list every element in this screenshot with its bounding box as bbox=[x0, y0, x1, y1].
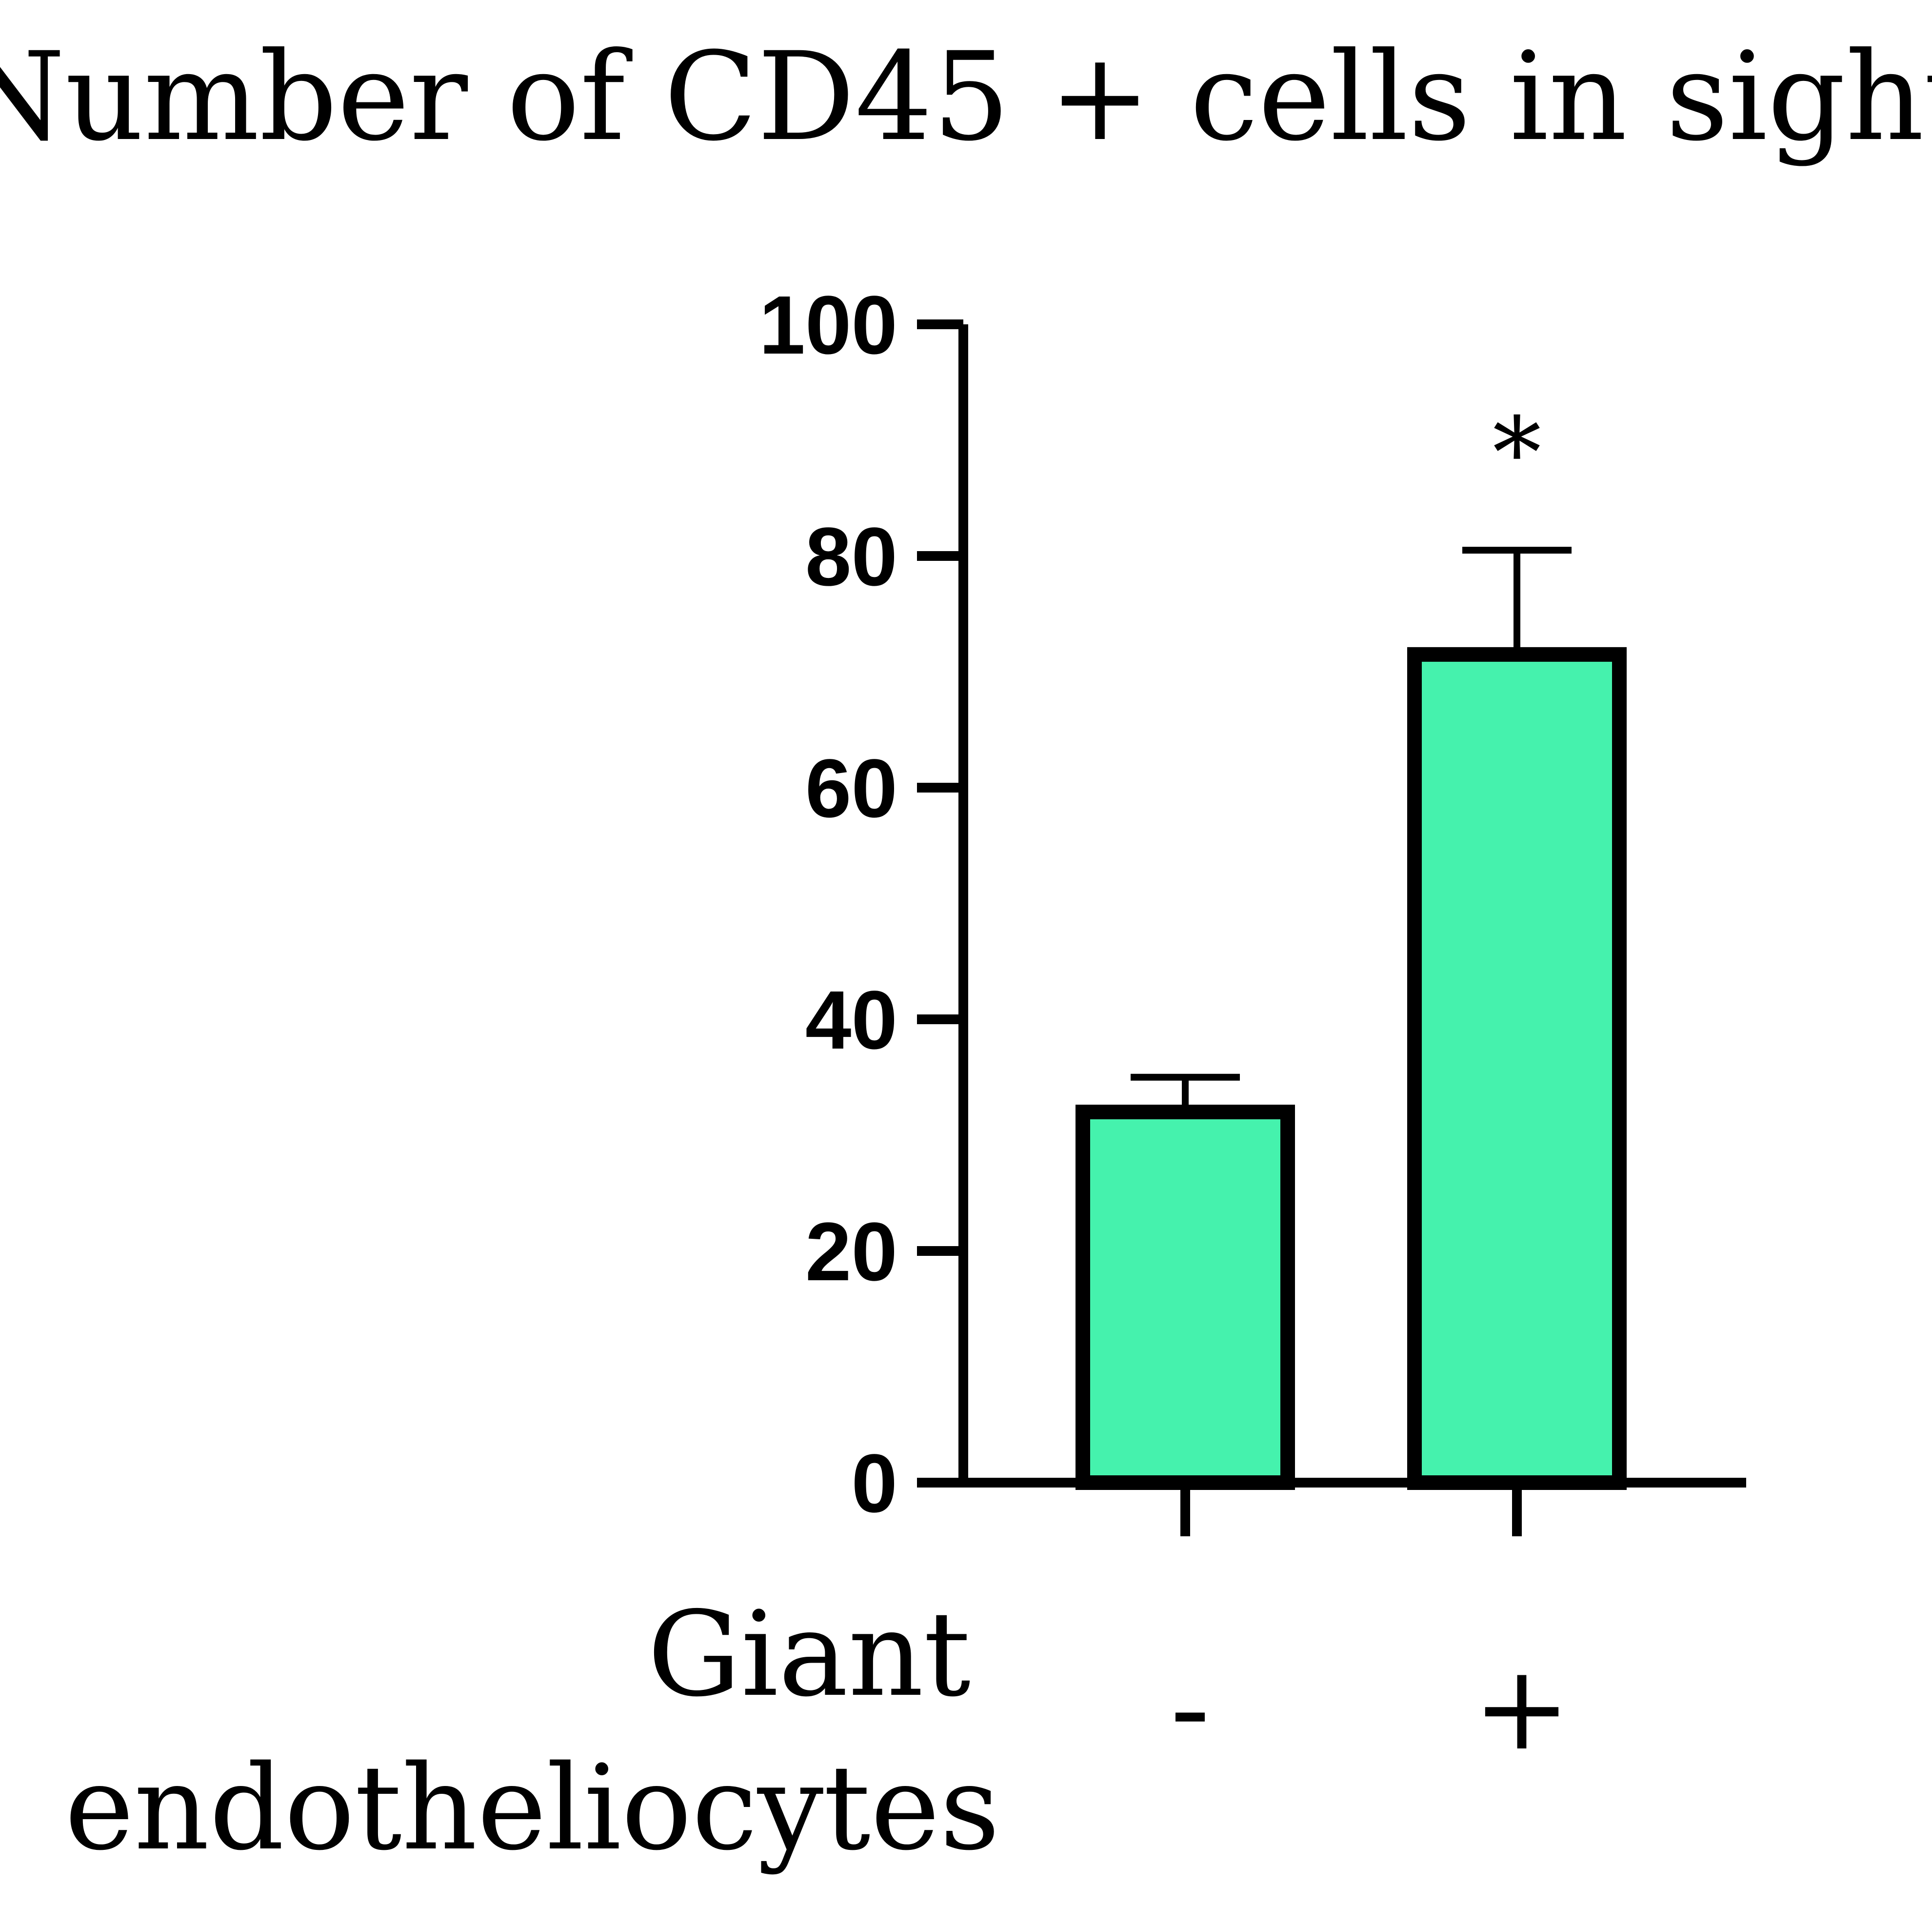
x-tick-label-2: + bbox=[1473, 1640, 1571, 1776]
x-axis-label-line-2: endotheliocytes bbox=[65, 1740, 1000, 1876]
y-tick-label-60: 60 bbox=[805, 742, 897, 835]
y-tick-label-100: 100 bbox=[759, 279, 897, 372]
y-tick-label-0: 0 bbox=[851, 1437, 897, 1530]
chart-title: Number of CD45 + cells in sight bbox=[0, 26, 1932, 168]
x-axis: - + bbox=[958, 1478, 1746, 1776]
y-tick-label-20: 20 bbox=[805, 1206, 897, 1298]
y-axis: 0 20 40 60 80 100 bbox=[759, 279, 968, 1530]
error-bars-group bbox=[1131, 547, 1572, 1112]
bar-1 bbox=[1076, 1105, 1295, 1490]
significance-marker-2: * bbox=[1493, 397, 1541, 510]
y-tick-label-40: 40 bbox=[805, 974, 897, 1067]
bar-2 bbox=[1407, 647, 1627, 1490]
annotations-group: * bbox=[1493, 397, 1541, 510]
y-tick-label-80: 80 bbox=[805, 511, 897, 603]
x-axis-label-line-1: Giant bbox=[647, 1586, 971, 1723]
bars-group bbox=[1076, 647, 1627, 1490]
x-tick-label-1: - bbox=[1170, 1640, 1210, 1776]
